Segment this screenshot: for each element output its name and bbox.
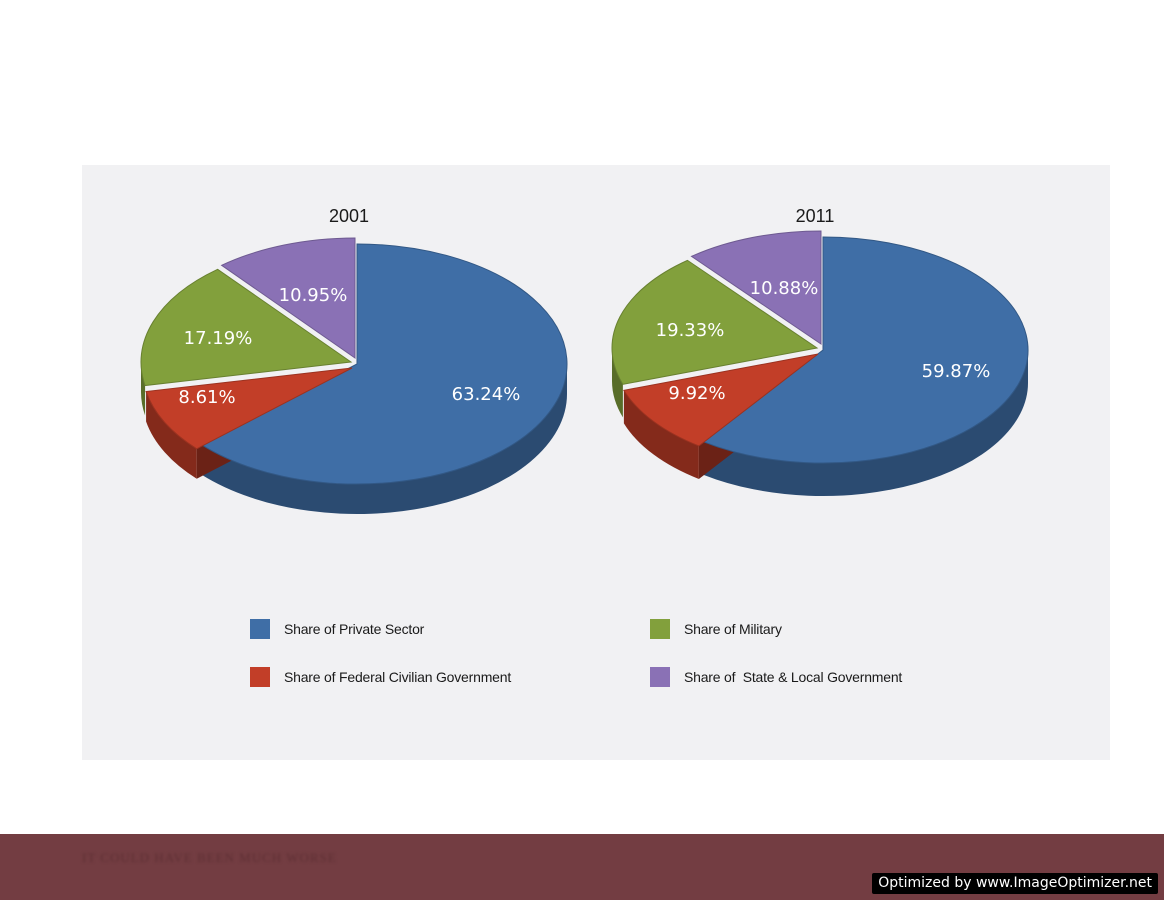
slice-private-sector-2011 — [702, 236, 1029, 464]
legend-label-private-sector: Share of Private Sector — [284, 621, 425, 637]
legend-swatch-state-local — [650, 667, 670, 687]
label-private-sector-2011: 59.87% — [922, 361, 991, 382]
label-military-2011: 19.33% — [656, 320, 725, 341]
footer-bar: It could have been much worse Optimized … — [0, 834, 1164, 900]
pie-chart-2011: 2011 59.87% 9.92% 19.33% 10.88% — [611, 206, 1029, 496]
legend-swatch-private-sector — [250, 619, 270, 639]
legend-swatch-federal-civilian — [250, 667, 270, 687]
pie-title-2011: 2011 — [796, 206, 835, 226]
label-state-local-2001: 10.95% — [279, 285, 348, 306]
label-military-2001: 17.19% — [184, 328, 253, 349]
slice-federal-civilian-2011 — [623, 353, 819, 447]
slice-side-federal-2001 — [146, 391, 197, 479]
pie-chart-2001: 2001 63.24% 8.61% 17.19% 10.95% — [140, 206, 568, 515]
label-federal-civilian-2001: 8.61% — [178, 387, 235, 408]
watermark-badge: Optimized by www.ImageOptimizer.net — [872, 873, 1158, 894]
legend-swatch-military — [650, 619, 670, 639]
legend-item-state-local: Share of State & Local Government — [650, 667, 902, 687]
slice-side-military-2011 — [612, 348, 623, 418]
legend-label-state-local: Share of State & Local Government — [684, 669, 903, 685]
label-state-local-2011: 10.88% — [750, 278, 819, 299]
legend-label-military: Share of Military — [684, 621, 782, 637]
pie-title-2001: 2001 — [329, 206, 369, 226]
label-private-sector-2001: 63.24% — [452, 384, 521, 405]
legend-label-federal-civilian: Share of Federal Civilian Government — [284, 669, 512, 685]
slice-private-sector-2001 — [200, 243, 568, 485]
slice-side-private-2011 — [703, 350, 1028, 496]
footer-caption: It could have been much worse — [82, 850, 337, 865]
legend-item-private-sector: Share of Private Sector — [250, 619, 424, 639]
slice-state-local-2001 — [220, 237, 356, 359]
slice-military-2001 — [140, 268, 353, 387]
label-federal-civilian-2011: 9.92% — [668, 383, 725, 404]
slice-state-local-2011 — [690, 230, 822, 345]
slice-side-private-2001 — [201, 364, 567, 515]
legend-item-military: Share of Military — [650, 619, 782, 639]
slice-side-federal-2011 — [623, 390, 699, 479]
slice-federal-civilian-2001 — [145, 367, 353, 450]
slice-military-2011 — [611, 259, 819, 385]
legend-item-federal-civilian: Share of Federal Civilian Government — [250, 667, 511, 687]
